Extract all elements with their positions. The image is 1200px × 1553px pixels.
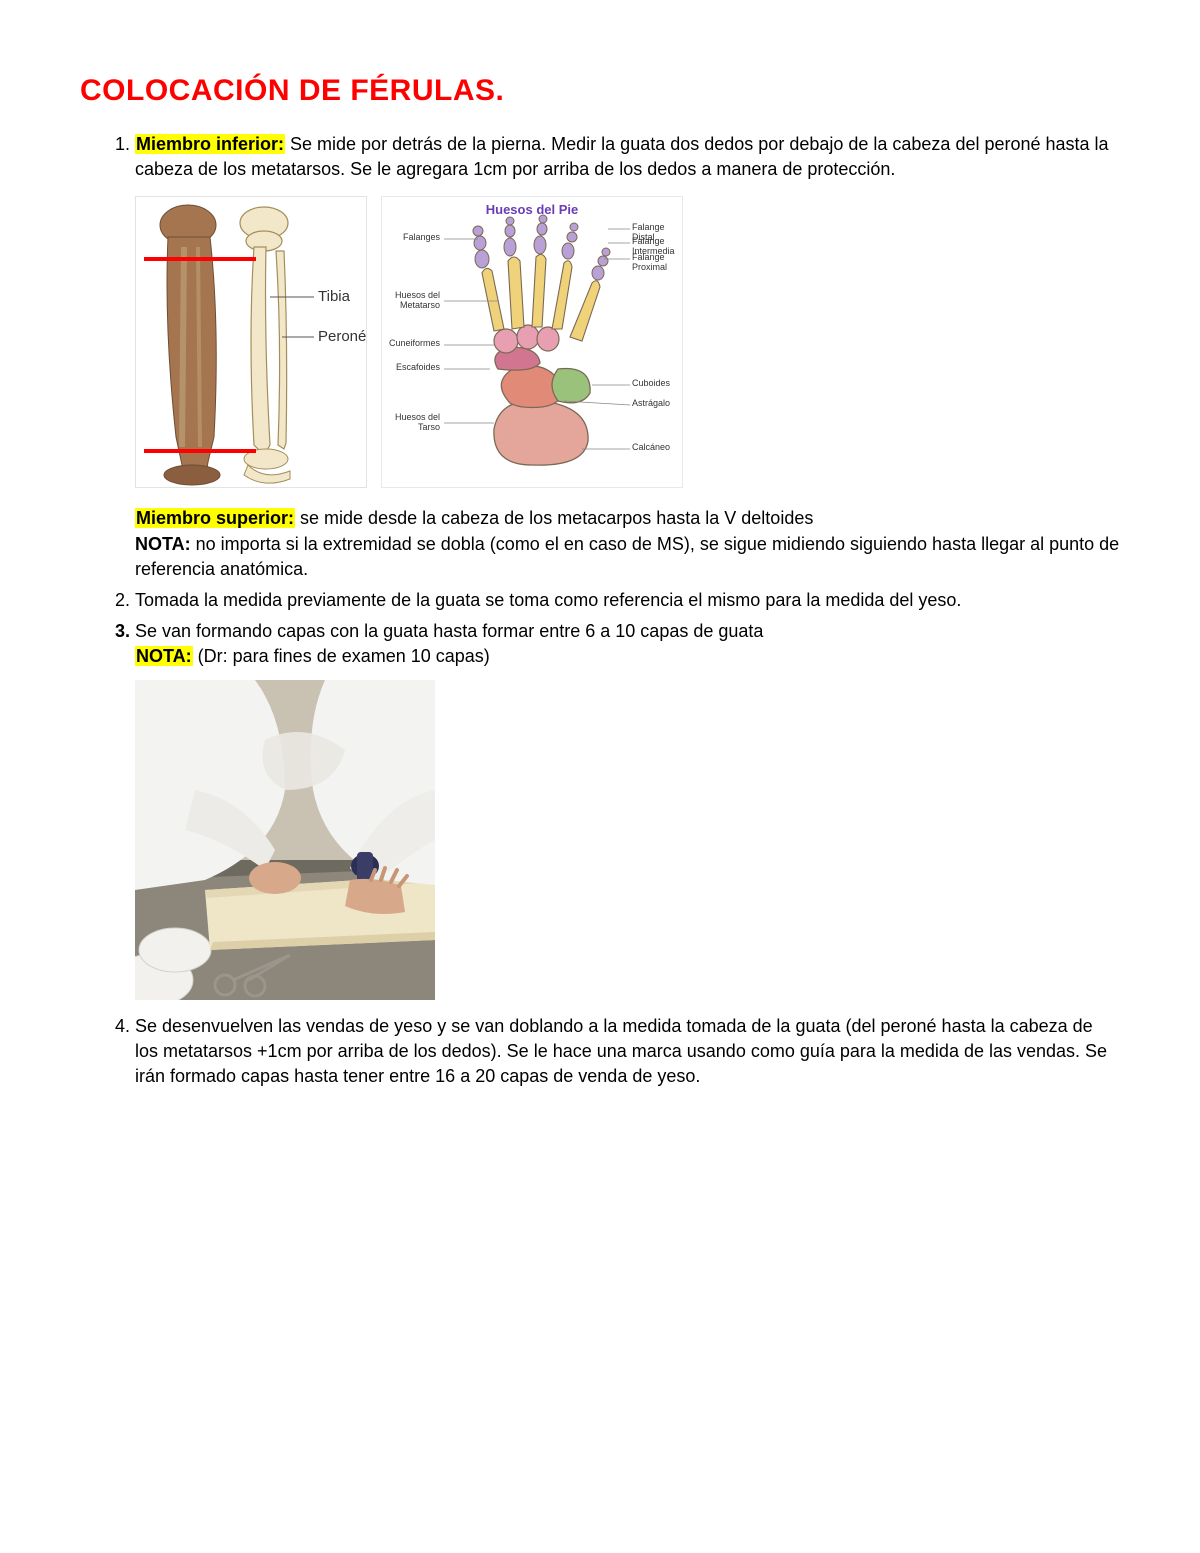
photo-svg [135,680,435,1000]
foot-label-proximal: Falange Proximal [632,253,680,273]
nota1-label: NOTA: [135,534,191,554]
highlight-miembro-superior: Miembro superior: [135,508,295,528]
item-2-text: Tomada la medida previamente de la guata… [135,590,961,610]
foot-label-cuneiformes: Cuneiformes [384,339,440,349]
foot-label-escafoides: Escafoides [384,363,440,373]
page-title: COLOCACIÓN DE FÉRULAS. [80,70,1120,112]
foot-label-tarso: Huesos del Tarso [384,413,440,433]
list-item-1: Miembro inferior: Se mide por detrás de … [135,132,1120,582]
foot-diagram-title: Huesos del Pie [382,201,682,219]
foot-label-calcaneo: Calcáneo [632,443,680,453]
nota2-label: NOTA: [135,646,193,666]
highlight-miembro-inferior: Miembro inferior: [135,134,285,154]
list-item-4: Se desenvuelven las vendas de yeso y se … [135,1014,1120,1090]
label-perone: Peroné [318,328,366,345]
foot-label-astragalo: Astrágalo [632,399,680,409]
foot-label-cuboides: Cuboides [632,379,680,389]
miembro-superior-text: se mide desde la cabeza de los metacarpo… [295,508,813,528]
nota1-text: no importa si la extremidad se dobla (co… [135,534,1119,579]
main-ordered-list: Miembro inferior: Se mide por detrás de … [80,132,1120,1089]
item-4-text: Se desenvuelven las vendas de yeso y se … [135,1016,1107,1086]
label-tibia: Tibia [318,288,351,305]
miembro-superior-block: Miembro superior: se mide desde la cabez… [135,506,1120,582]
leg-svg: Tibia Peroné [136,197,366,487]
red-marker-bottom [144,449,256,453]
list-item-3: Se van formando capas con la guata hasta… [135,619,1120,999]
list-item-2: Tomada la medida previamente de la guata… [135,588,1120,613]
foot-label-falanges: Falanges [384,233,440,243]
guata-photo [135,680,435,1000]
foot-label-metatarso: Huesos del Metatarso [384,291,440,311]
item-3-text: Se van formando capas con la guata hasta… [135,621,763,641]
foot-diagram: Huesos del Pie [381,196,683,488]
leg-diagram: Tibia Peroné [135,196,367,488]
nota2-text: (Dr: para fines de examen 10 capas) [193,646,490,666]
red-marker-top [144,257,256,261]
figure-row-1: Tibia Peroné Huesos del Pie [135,196,1120,488]
